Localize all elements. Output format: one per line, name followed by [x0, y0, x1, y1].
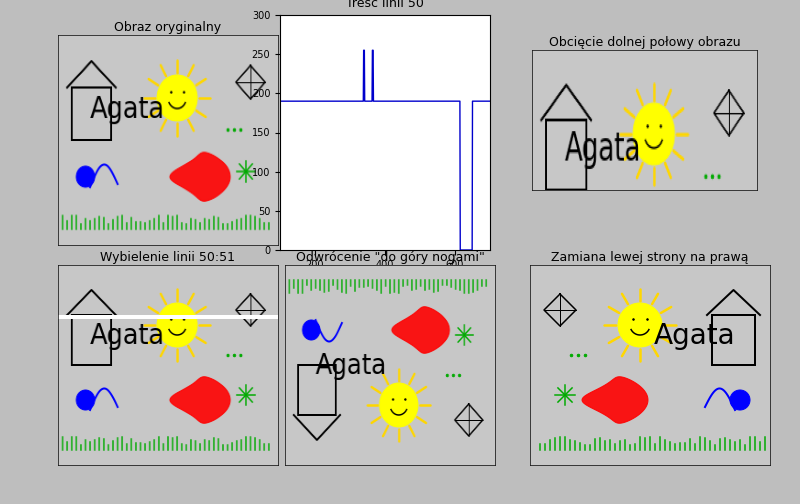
Title: Odwrócenie "do góry nogami": Odwrócenie "do góry nogami"	[295, 251, 485, 264]
Title: Zamiana lewej strony na prawą: Zamiana lewej strony na prawą	[551, 251, 749, 264]
Title: Obcięcie dolnej połowy obrazu: Obcięcie dolnej połowy obrazu	[549, 36, 740, 49]
Title: Wybielenie linii 50:51: Wybielenie linii 50:51	[101, 251, 235, 264]
Title: Treść linii 50: Treść linii 50	[346, 0, 424, 10]
Title: Obraz oryginalny: Obraz oryginalny	[114, 21, 222, 34]
